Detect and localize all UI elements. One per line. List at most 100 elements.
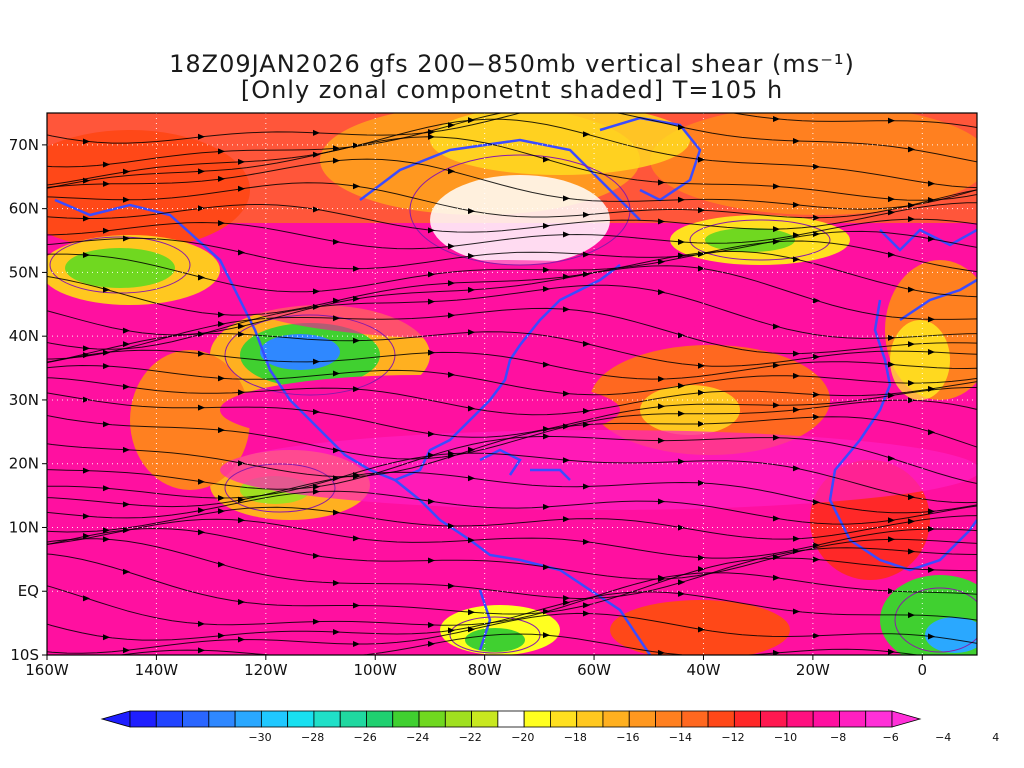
lat-label: 20N: [9, 455, 39, 473]
streamline-arrow: [123, 168, 130, 175]
streamline-arrow: [678, 252, 685, 259]
streamline-arrow: [698, 566, 705, 573]
contours: [49, 154, 977, 654]
colorbar-min-arrow: [100, 710, 131, 728]
streamline-arrow: [468, 329, 475, 336]
streamline-arrow: [333, 238, 340, 245]
streamline-arrow: [123, 647, 130, 654]
colorbar-swatch: [786, 710, 814, 728]
streamline-arrow: [773, 574, 780, 581]
streamline-arrow: [238, 323, 245, 330]
streamline: [47, 452, 977, 504]
streamline-arrow: [813, 214, 820, 221]
streamline: [47, 612, 977, 654]
streamline-arrow: [773, 515, 780, 522]
map-title-line2: [Only zonal componetnt shaded] T=105 h: [240, 76, 784, 104]
colorbar-swatch: [471, 710, 499, 728]
streamline-arrow: [928, 316, 935, 323]
streamline-arrow: [773, 362, 780, 369]
streamline-arrow: [333, 157, 340, 164]
colorbar-tick-label: 4: [992, 731, 999, 744]
streamline-arrow: [198, 133, 205, 140]
streamline-arrow: [218, 175, 225, 182]
streamline-arrow: [218, 375, 225, 382]
streamline-arrow: [198, 507, 205, 514]
streamline-arrow: [238, 331, 245, 338]
streamline: [47, 553, 977, 615]
streamline-arrow: [563, 595, 570, 602]
colorbar-max-arrow: [891, 710, 922, 728]
streamline-arrow: [793, 372, 800, 379]
streamline-arrow: [908, 341, 915, 348]
streamline-arrow: [698, 480, 705, 487]
streamline-arrow: [583, 211, 590, 218]
streamline-arrow: [773, 183, 780, 190]
colorbar-swatch: [234, 710, 262, 728]
streamline-arrow: [123, 327, 130, 334]
streamline-arrow: [928, 508, 935, 515]
streamline: [117, 633, 921, 655]
streamline-arrow: [468, 405, 475, 412]
streamline-arrow: [888, 209, 895, 216]
streamline-arrow: [813, 542, 820, 549]
streamline-arrow: [238, 185, 245, 192]
streamline-arrow: [83, 396, 90, 403]
streamline-arrow: [583, 407, 590, 414]
streamline-arrow: [83, 657, 90, 663]
shading-layer: [47, 113, 977, 663]
streamline-arrow: [198, 620, 205, 627]
lat-label: 40N: [9, 327, 39, 345]
streamline-arrow: [658, 498, 665, 505]
streamline-arrow: [123, 446, 130, 453]
colorbar-swatch: [497, 710, 525, 728]
colorbar-swatch: [287, 710, 315, 728]
streamline-arrow: [218, 148, 225, 155]
streamline-arrow: [888, 196, 895, 203]
streamline: [47, 490, 977, 525]
streamline-arrow: [333, 297, 340, 304]
streamline: [47, 435, 977, 490]
streamline: [47, 136, 977, 201]
colorbar-swatch: [129, 710, 157, 728]
streamline-arrow: [583, 340, 590, 347]
streamline-arrow: [543, 433, 550, 440]
streamline-arrow: [83, 513, 90, 520]
streamline-arrow: [313, 488, 320, 495]
colorbar-swatch: [208, 710, 236, 728]
streamline-arrow: [428, 133, 435, 140]
streamline-arrow: [813, 163, 820, 170]
streamline-arrow: [448, 312, 455, 319]
streamline-arrow: [888, 588, 895, 595]
streamline: [47, 591, 977, 641]
streamline-arrow: [468, 609, 475, 616]
streamline-arrow: [333, 315, 340, 322]
streamline-arrow: [428, 298, 435, 305]
streamline-arrow: [678, 382, 685, 389]
colorbar-swatch: [339, 710, 367, 728]
streamline-arrow: [83, 352, 90, 359]
streamline-arrow: [198, 168, 205, 175]
streamline-arrow: [238, 158, 245, 165]
streamline-arrow: [83, 215, 90, 222]
streamline: [47, 307, 977, 360]
streamline-arrow: [83, 251, 90, 258]
streamline-arrow: [928, 429, 935, 436]
streamline-arrow: [448, 627, 455, 634]
streamline-arrow: [218, 321, 225, 328]
streamline-arrow: [448, 280, 455, 287]
streamline: [47, 364, 977, 396]
streamline-arrow: [793, 535, 800, 542]
streamline-arrow: [448, 122, 455, 129]
colorbar: [100, 710, 922, 728]
streamline-arrow: [813, 632, 820, 639]
colorbar-swatch: [733, 710, 762, 728]
plot-frame: [46, 112, 978, 656]
streamline-arrow: [793, 406, 800, 413]
streamline-arrow: [773, 115, 780, 122]
streamline-arrow: [678, 332, 685, 339]
colorbar-swatch: [602, 710, 630, 728]
streamline-arrow: [698, 265, 705, 272]
streamline-arrow: [448, 371, 455, 378]
streamline-arrow: [793, 256, 800, 263]
streamline-arrow: [313, 408, 320, 415]
